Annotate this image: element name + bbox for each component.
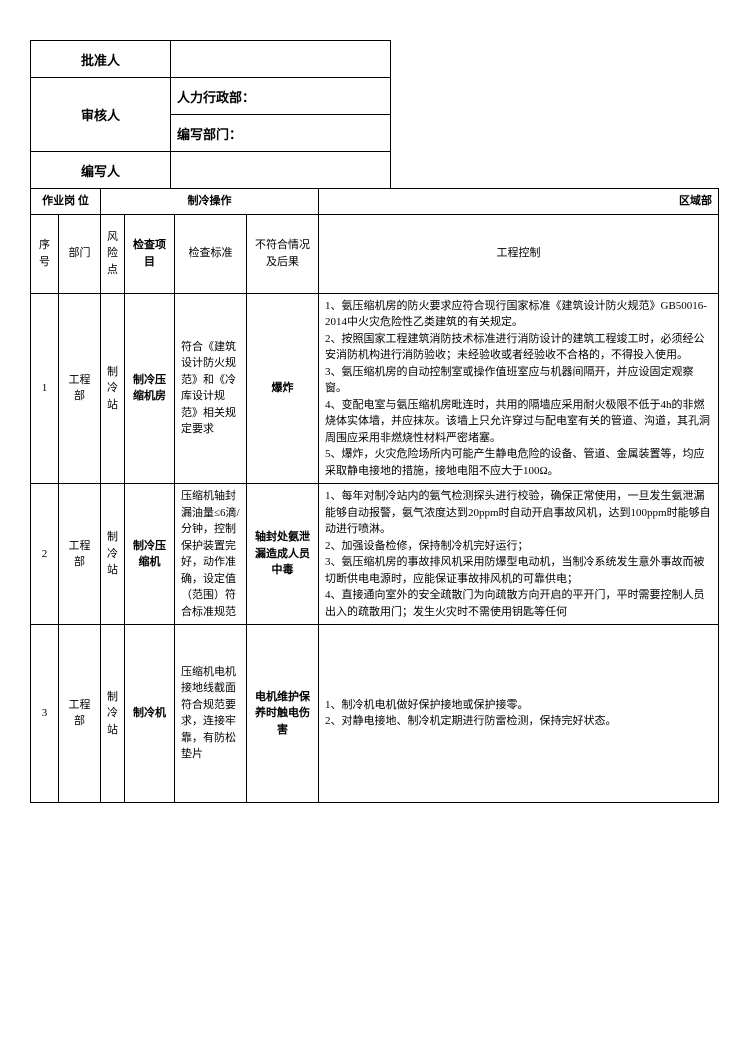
cell-seq: 3 [31,625,59,803]
job-position-label: 作业岗 位 [31,189,101,215]
cell-risk-point: 制冷站 [101,293,125,484]
reviewer-label: 审核人 [31,78,171,152]
writing-dept-label: 编写部门： [171,115,391,152]
approver-value [171,41,391,78]
cell-seq: 2 [31,484,59,625]
cell-dept: 工程部 [59,625,101,803]
col-dept: 部门 [59,214,101,293]
area-label: 区域部 [319,189,719,215]
header-blank-area [391,41,719,189]
col-eng-control: 工程控制 [319,214,719,293]
cell-check-item: 制冷压缩机房 [125,293,175,484]
table-row: 2 工程部 制冷站 制冷压缩机 压缩机轴封漏油量≤6滴/分钟，控制保护装置完好，… [31,484,719,625]
cell-check-standard: 符合《建筑设计防火规范》和《冷库设计规范》相关规定要求 [175,293,247,484]
cell-check-item: 制冷机 [125,625,175,803]
column-header-row: 序号 部门 风险点 检查项目 检查标准 不符合情况及后果 工程控制 [31,214,719,293]
col-seq: 序号 [31,214,59,293]
hr-dept-label: 人力行政部： [171,78,391,115]
cell-check-standard: 压缩机电机接地线截面符合规范要求，连接牢靠，有防松垫片 [175,625,247,803]
cell-seq: 1 [31,293,59,484]
writer-value [171,152,391,189]
cell-check-item: 制冷压缩机 [125,484,175,625]
cell-eng-control: 1、制冷机电机做好保护接地或保护接零。 2、对静电接地、制冷机定期进行防雷检测，… [319,625,719,803]
operation-label: 制冷操作 [101,189,319,215]
col-risk-point: 风险点 [101,214,125,293]
approver-label: 批准人 [31,41,171,78]
inspection-table: 作业岗 位 制冷操作 区域部 序号 部门 风险点 检查项目 检查标准 不符合情况… [30,188,719,803]
cell-nonconform: 爆炸 [247,293,319,484]
table-row: 1 工程部 制冷站 制冷压缩机房 符合《建筑设计防火规范》和《冷库设计规范》相关… [31,293,719,484]
cell-eng-control: 1、氨压缩机房的防火要求应符合现行国家标准《建筑设计防火规范》GB50016-2… [319,293,719,484]
writer-label: 编写人 [31,152,171,189]
cell-eng-control: 1、每年对制冷站内的氨气检测探头进行校验，确保正常使用，一旦发生氨泄漏能够自动报… [319,484,719,625]
cell-risk-point: 制冷站 [101,484,125,625]
cell-check-standard: 压缩机轴封漏油量≤6滴/分钟，控制保护装置完好，动作准确，设定值（范围）符合标准… [175,484,247,625]
col-check-item: 检查项目 [125,214,175,293]
col-check-standard: 检查标准 [175,214,247,293]
cell-nonconform: 轴封处氨泄漏造成人员中毒 [247,484,319,625]
cell-dept: 工程部 [59,484,101,625]
table-row: 3 工程部 制冷站 制冷机 压缩机电机接地线截面符合规范要求，连接牢靠，有防松垫… [31,625,719,803]
cell-risk-point: 制冷站 [101,625,125,803]
col-nonconform: 不符合情况及后果 [247,214,319,293]
job-row: 作业岗 位 制冷操作 区域部 [31,189,719,215]
cell-dept: 工程部 [59,293,101,484]
cell-nonconform: 电机维护保养时触电伤害 [247,625,319,803]
approval-header-table: 批准人 审核人 人力行政部： 编写部门： 编写人 [30,40,719,189]
